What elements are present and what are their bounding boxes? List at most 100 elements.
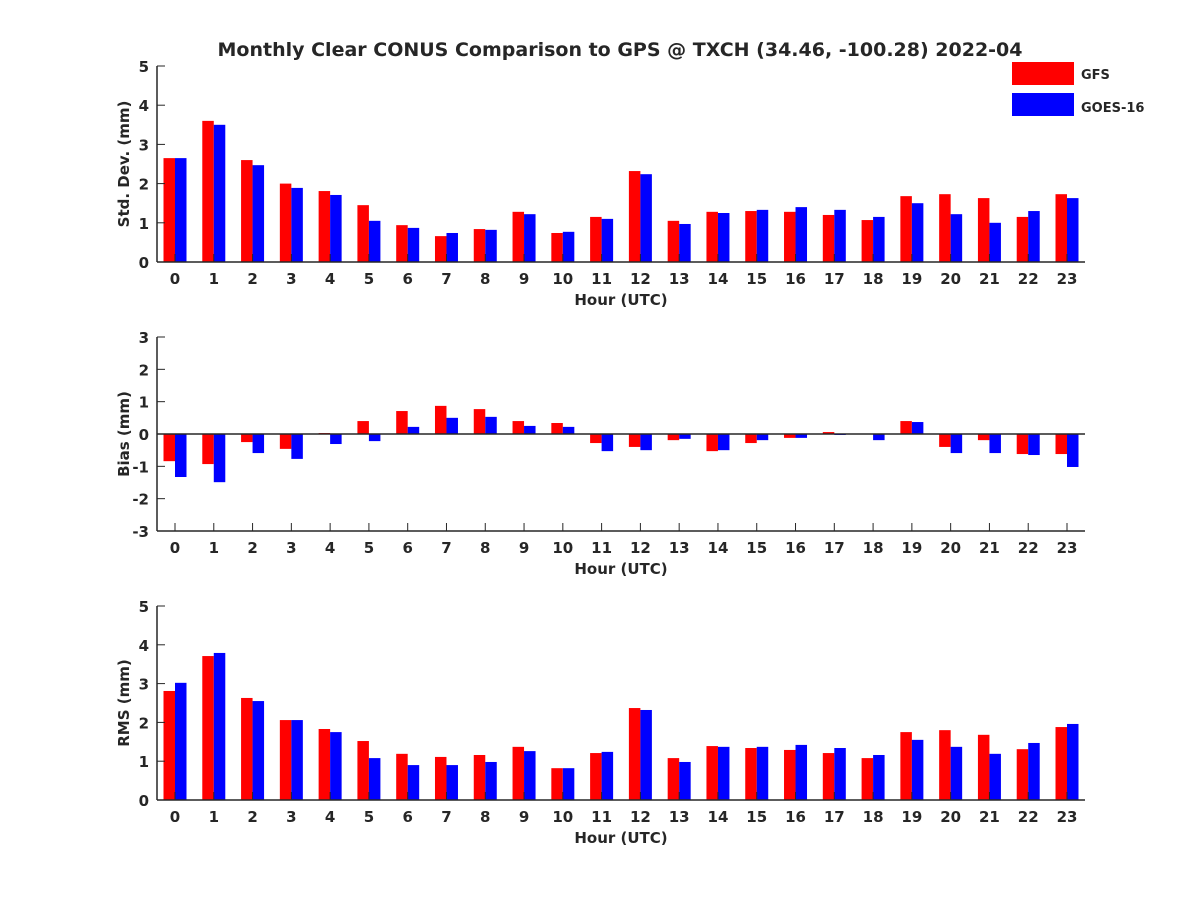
bar-goes16-hour-11 (601, 434, 614, 452)
bar-goes16-hour-3 (291, 720, 303, 800)
bar-gfs-hour-14 (706, 211, 718, 262)
bar-goes16-hour-9 (524, 425, 536, 434)
x-tick-label: 20 (940, 808, 961, 826)
bar-goes16-hour-8 (485, 761, 497, 800)
bar-goes16-hour-4 (330, 732, 342, 800)
bar-gfs-hour-19 (900, 196, 912, 262)
y-axis-label: Bias (mm) (115, 391, 133, 477)
x-axis-label: Hour (UTC) (574, 829, 667, 847)
bar-gfs-hour-18 (861, 758, 874, 800)
x-tick-label: 1 (209, 270, 219, 288)
bar-gfs-hour-4 (318, 191, 331, 262)
bar-goes16-hour-12 (640, 709, 652, 800)
x-axis-label: Hour (UTC) (574, 560, 667, 578)
x-tick-label: 3 (286, 808, 296, 826)
bar-gfs-hour-2 (241, 434, 253, 443)
bar-gfs-hour-11 (590, 216, 602, 262)
bar-goes16-hour-4 (330, 194, 342, 262)
bar-gfs-hour-19 (900, 732, 912, 800)
bar-goes16-hour-18 (873, 754, 885, 800)
bar-goes16-hour-19 (911, 203, 924, 262)
bar-gfs-hour-5 (357, 421, 369, 434)
bar-gfs-hour-0 (163, 158, 175, 262)
bar-goes16-hour-7 (446, 417, 458, 434)
bar-goes16-hour-5 (368, 434, 381, 442)
bar-gfs-hour-2 (241, 697, 253, 800)
bar-gfs-hour-6 (396, 753, 408, 800)
x-tick-label: 22 (1018, 270, 1039, 288)
x-tick-label: 12 (630, 539, 651, 557)
bar-gfs-hour-21 (977, 198, 990, 262)
x-tick-label: 17 (824, 270, 845, 288)
bar-gfs-hour-20 (939, 730, 951, 800)
bar-gfs-hour-4 (318, 728, 331, 800)
bar-gfs-hour-23 (1055, 194, 1067, 262)
bar-goes16-hour-11 (601, 218, 614, 262)
bar-goes16-hour-5 (368, 758, 381, 800)
x-tick-label: 23 (1057, 270, 1078, 288)
bar-gfs-hour-0 (163, 434, 175, 462)
bar-gfs-hour-13 (667, 758, 680, 800)
x-tick-label: 4 (325, 808, 335, 826)
x-tick-label: 0 (170, 808, 180, 826)
bar-gfs-hour-22 (1016, 749, 1029, 800)
x-tick-label: 13 (669, 808, 690, 826)
bar-gfs-hour-5 (357, 741, 369, 800)
bar-goes16-hour-18 (873, 216, 885, 262)
x-tick-label: 7 (441, 270, 451, 288)
bar-gfs-hour-2 (241, 160, 253, 262)
bar-goes16-hour-7 (446, 232, 458, 262)
x-tick-label: 9 (519, 270, 529, 288)
bar-gfs-hour-9 (512, 211, 525, 262)
bar-gfs-hour-19 (900, 421, 912, 434)
x-tick-label: 5 (364, 808, 374, 826)
y-tick-label: 2 (139, 714, 149, 732)
y-tick-label: 4 (139, 637, 149, 655)
x-tick-label: 10 (552, 270, 573, 288)
bar-gfs-hour-17 (822, 432, 835, 434)
bar-goes16-hour-6 (407, 227, 420, 262)
bar-goes16-hour-16 (795, 434, 808, 438)
x-tick-label: 21 (979, 539, 1000, 557)
bar-gfs-hour-20 (939, 434, 951, 447)
bar-goes16-hour-20 (950, 746, 963, 800)
y-tick-label: -3 (132, 523, 149, 541)
bar-goes16-hour-1 (213, 124, 226, 262)
y-tick-label: 1 (139, 215, 149, 233)
bar-goes16-hour-22 (1028, 434, 1040, 456)
x-tick-label: 21 (979, 270, 1000, 288)
bar-gfs-hour-15 (745, 748, 757, 800)
legend-swatch-goes16 (1012, 93, 1074, 116)
bar-goes16-hour-15 (756, 209, 769, 262)
bar-gfs-hour-15 (745, 434, 757, 444)
bar-goes16-hour-23 (1067, 723, 1079, 800)
x-tick-label: 17 (824, 808, 845, 826)
bar-goes16-hour-4 (330, 434, 342, 445)
bar-goes16-hour-3 (291, 434, 303, 459)
x-tick-label: 5 (364, 539, 374, 557)
y-tick-label: 2 (139, 176, 149, 194)
bar-gfs-hour-16 (784, 211, 796, 262)
x-tick-label: 2 (247, 270, 257, 288)
x-tick-label: 2 (247, 808, 257, 826)
bar-goes16-hour-20 (950, 434, 963, 454)
bar-goes16-hour-21 (989, 434, 1001, 454)
x-tick-label: 6 (402, 808, 412, 826)
x-tick-label: 16 (785, 539, 806, 557)
bar-gfs-hour-3 (279, 720, 292, 800)
legend: GFS GOES-16 (1012, 62, 1144, 116)
bar-goes16-hour-10 (562, 231, 575, 262)
y-tick-label: 4 (139, 97, 149, 115)
legend-label-goes16: GOES-16 (1081, 101, 1144, 116)
bar-goes16-hour-14 (717, 213, 730, 262)
bar-gfs-hour-3 (279, 183, 292, 262)
x-tick-label: 12 (630, 270, 651, 288)
bar-goes16-hour-13 (679, 761, 691, 800)
x-tick-label: 3 (286, 270, 296, 288)
bar-goes16-hour-22 (1028, 211, 1040, 262)
bar-gfs-hour-13 (667, 220, 680, 262)
x-tick-label: 4 (325, 539, 335, 557)
bar-goes16-hour-13 (679, 434, 691, 439)
bar-gfs-hour-23 (1055, 434, 1067, 455)
